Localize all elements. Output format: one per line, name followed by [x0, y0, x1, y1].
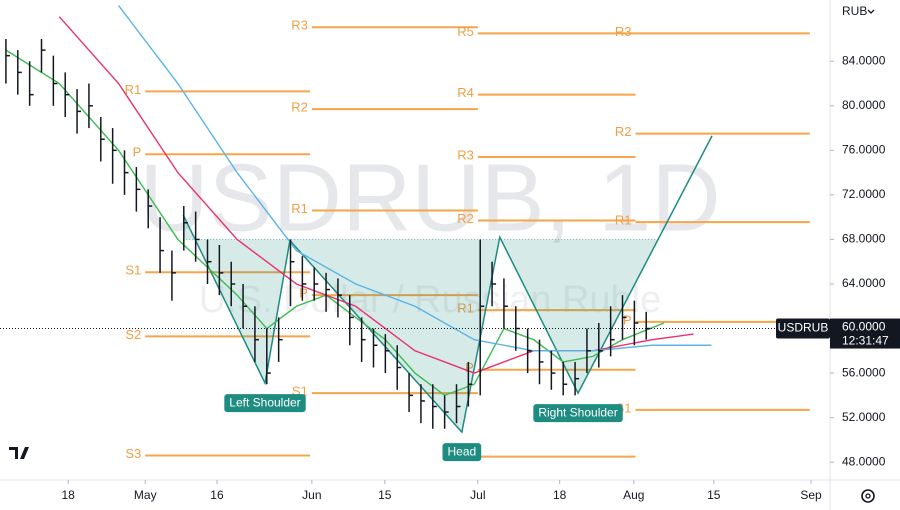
logo-mark — [9, 447, 29, 459]
currency[interactable]: RUB — [842, 4, 867, 18]
pivot-label: R2 — [291, 100, 308, 115]
y-tick-label: 72.0000 — [842, 187, 886, 201]
pattern-area — [183, 214, 659, 433]
pivot-label: R4 — [457, 85, 474, 100]
x-tick-label: May — [134, 488, 157, 502]
pivot-label: P — [465, 360, 474, 375]
pivot-label: R2 — [615, 124, 632, 139]
y-tick-label: 48.0000 — [842, 454, 886, 468]
plot: R1PS1S2S3R3R2R1PS1R5R4R3R2R1PS1R3R2R1PS1… — [0, 5, 830, 462]
moving-average — [58, 16, 694, 374]
pivot-label: P — [623, 312, 632, 327]
pattern-line — [182, 135, 713, 434]
gear — [861, 489, 875, 503]
x-tick-label: 15 — [378, 488, 392, 502]
annotation-label: Head — [447, 444, 476, 458]
pivot-label: R1 — [457, 301, 474, 316]
settings-icon[interactable] — [861, 489, 875, 503]
pivot-label: P — [299, 286, 308, 301]
watermark-group: USDRUB, 1D U.S. Dollar / Russian Ruble — [139, 144, 720, 321]
currency-chevron — [867, 9, 875, 14]
symbol-box — [776, 318, 830, 339]
price-label: 60.0000 — [842, 320, 886, 334]
y-tick-label: 68.0000 — [842, 232, 886, 246]
pivot-label: S1 — [125, 263, 141, 278]
pivot-label: S3 — [125, 446, 141, 461]
annotation-box — [224, 394, 306, 413]
tv-logo[interactable] — [4, 435, 38, 471]
y-tick-label: 76.0000 — [842, 143, 886, 157]
annotation-label: Left Shoulder — [229, 395, 300, 409]
x-tick-label: 15 — [707, 488, 721, 502]
pivot-label: R3 — [615, 24, 632, 39]
pivot-label: R3 — [291, 18, 308, 33]
y-tick-label: 64.0000 — [842, 276, 886, 290]
pivot-label: R1 — [291, 201, 308, 216]
pivot-label: R3 — [457, 147, 474, 162]
moving-average — [118, 5, 712, 352]
y-tick-label: 80.0000 — [842, 98, 886, 112]
pattern-annotation: Head — [442, 443, 482, 462]
symbol-label: USDRUB — [778, 321, 829, 335]
y-tick-label: 84.0000 — [842, 53, 886, 67]
pivot-label: R2 — [457, 211, 474, 226]
pattern-annotation: Right Shoulder — [533, 404, 623, 423]
annotation-label: Right Shoulder — [538, 405, 617, 419]
pivot-label: R1 — [615, 213, 632, 228]
pivot-label: P — [133, 145, 142, 160]
y-tick-label: 56.0000 — [842, 365, 886, 379]
x-tick-label: Sep — [800, 488, 822, 502]
gear-center — [865, 493, 871, 499]
pivot-label: R1 — [125, 82, 142, 97]
pattern-annotation: Left Shoulder — [224, 394, 306, 413]
annotation-box — [442, 443, 482, 462]
x-tick-label: 18 — [61, 488, 75, 502]
countdown: 12:31:47 — [842, 334, 889, 348]
price-box — [830, 318, 900, 349]
pivot-label: S2 — [125, 327, 141, 342]
pivot-label: R5 — [457, 24, 474, 39]
logo-box — [4, 435, 38, 471]
y-tick-label: 52.0000 — [842, 410, 886, 424]
x-tick-label: Aug — [623, 488, 644, 502]
x-tick-label: 18 — [553, 488, 567, 502]
x-tick-label: 16 — [210, 488, 224, 502]
annotation-box — [533, 404, 623, 423]
x-tick-label: Jul — [470, 488, 485, 502]
x-tick-label: Jun — [302, 488, 321, 502]
watermark: USDRUB, 1D — [139, 144, 720, 251]
